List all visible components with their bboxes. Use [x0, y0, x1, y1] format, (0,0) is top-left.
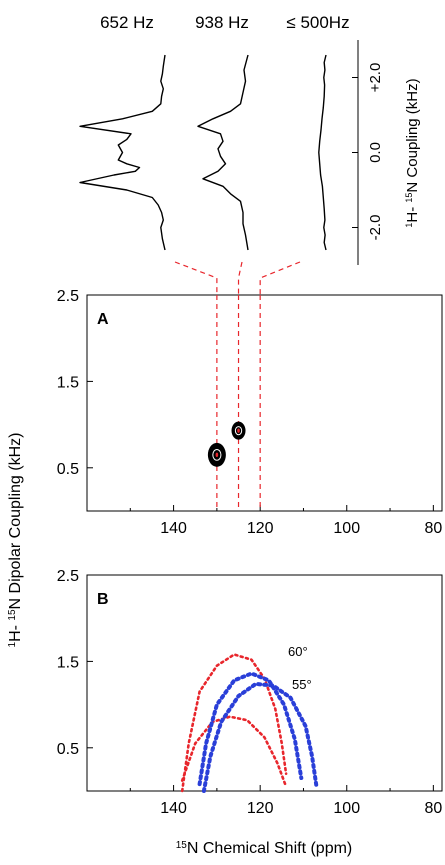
panel-b-axes: 140 120 100 80 0.5 1.5 2.5: [57, 568, 443, 817]
slice-trace-1: [197, 54, 249, 251]
panel-a-frame: [86, 294, 443, 512]
y-axis-label: 1H- 15N Dipolar Coupling (kHz): [7, 433, 25, 648]
x-axis-label: 15N Chemical Shift (ppm): [176, 840, 353, 858]
x-tick-label: 80: [424, 800, 442, 817]
curve-1: [180, 715, 288, 789]
slice-tick-label: -2.0: [367, 215, 384, 241]
y-tick-label: 0.5: [57, 461, 79, 478]
slice-guide-lines: [174, 261, 301, 295]
slice-traces: [79, 54, 327, 251]
panel-b-label: B: [97, 591, 109, 608]
x-tick-label: 140: [160, 800, 187, 817]
peak-center-0: [215, 452, 219, 458]
y-tick-label: 2.5: [57, 288, 79, 305]
x-tick-label: 100: [333, 800, 360, 817]
guide-line: [174, 261, 218, 295]
slice-tick-label: +2.0: [367, 63, 384, 93]
top-slices-panel: 652 Hz 938 Hz ≤ 500Hz +2.0 0.0 -2.0 1H- 15…: [79, 13, 421, 295]
guide-line: [259, 261, 301, 295]
curve-3: [201, 681, 319, 793]
panel-a-slice-lines: [216, 295, 261, 511]
y-tick-label: 1.5: [57, 374, 79, 391]
panel-a: A 140 120 100 80 0.5 1.5 2.5: [57, 288, 443, 537]
slice-tick-label: 0.0: [367, 142, 384, 163]
x-tick-label: 100: [333, 520, 360, 537]
peak-center-1: [237, 428, 240, 433]
curve-0: [180, 653, 288, 793]
x-tick-label: 120: [247, 520, 274, 537]
x-tick-label: 120: [247, 800, 274, 817]
x-tick-label: 140: [160, 520, 187, 537]
slice-label-500: ≤ 500Hz: [286, 13, 349, 32]
slice-label-938: 938 Hz: [195, 13, 249, 32]
annotation-60: 60°: [288, 644, 308, 659]
panel-b: B 140 120 100 80 0.5 1.5 2.5 60° 55°: [57, 568, 443, 817]
slice-trace-0: [79, 54, 166, 251]
y-tick-label: 1.5: [57, 654, 79, 671]
peak-contour-1: [234, 426, 243, 436]
slice-label-652: 652 Hz: [100, 13, 154, 32]
panel-a-axes: 140 120 100 80 0.5 1.5 2.5: [57, 288, 443, 537]
annotation-55: 55°: [292, 677, 312, 692]
guide-line: [237, 261, 243, 295]
curve-2: [197, 671, 304, 787]
panel-b-curves: [180, 653, 319, 793]
panel-a-peaks: [207, 421, 246, 467]
peak-contour-0: [212, 448, 222, 461]
x-tick-label: 80: [424, 520, 442, 537]
y-tick-label: 0.5: [57, 741, 79, 758]
y-tick-label: 2.5: [57, 568, 79, 585]
slice-trace-2: [318, 54, 327, 251]
slice-y-ticks: +2.0 0.0 -2.0: [352, 63, 384, 241]
panel-a-label: A: [97, 311, 109, 328]
panel-b-frame: [86, 574, 443, 792]
slice-y-axis-label: 1H- 15N Coupling (kHz): [404, 78, 421, 227]
